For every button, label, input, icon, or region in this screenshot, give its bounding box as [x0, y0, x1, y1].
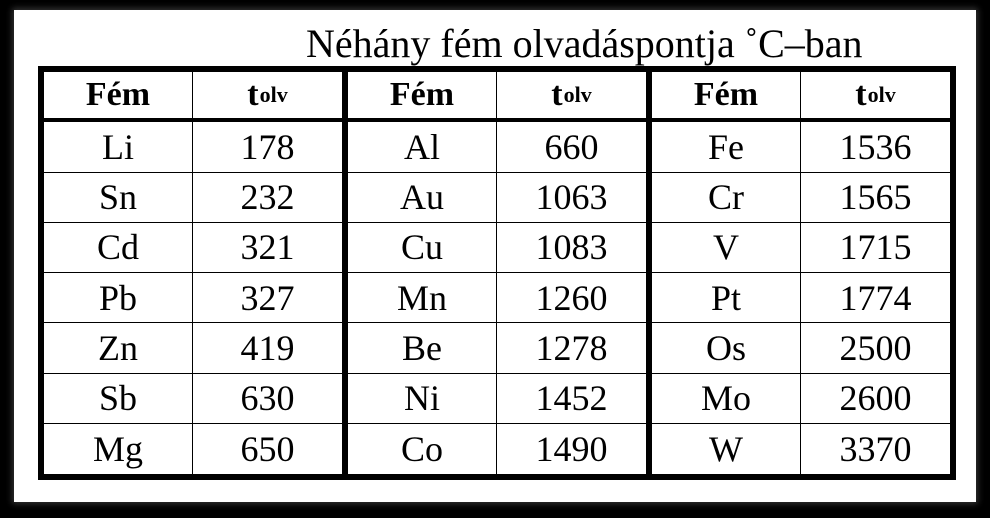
metal-cell: Sn	[44, 172, 193, 223]
metal-cell: Fe	[652, 122, 801, 173]
metal-cell: Cr	[652, 172, 801, 223]
metal-cell: Cd	[44, 222, 193, 273]
temp-cell: 232	[193, 173, 342, 223]
metal-cell: W	[652, 423, 801, 474]
header-melting-temp: t olv	[497, 72, 646, 123]
temp-cell: 2600	[801, 374, 950, 424]
table-group-2: Fém t olv Al 660 Au 1063 Cu 1083 Mn 1260 …	[342, 72, 646, 474]
temp-cell: 630	[193, 374, 342, 424]
metal-cell: Li	[44, 122, 193, 173]
metal-cell: Au	[348, 172, 497, 223]
temp-cell: 2500	[801, 323, 950, 374]
metal-cell: Mo	[652, 373, 801, 424]
document-frame: Néhány fém olvadáspontja ˚C–ban Fém t olv…	[14, 10, 976, 502]
temp-cell: 1774	[801, 273, 950, 324]
table-title: Néhány fém olvadáspontja ˚C–ban	[306, 21, 863, 66]
temp-cell: 1063	[497, 173, 646, 223]
temp-cell: 419	[193, 323, 342, 374]
temp-cell: 327	[193, 273, 342, 324]
metal-cell: Co	[348, 423, 497, 474]
metal-cell: Cu	[348, 222, 497, 273]
temp-cell: 1452	[497, 374, 646, 424]
temp-cell: 1260	[497, 273, 646, 324]
metal-cell: Os	[652, 323, 801, 374]
table-group-1: Fém t olv Li 178 Sn 232 Cd 321 Pb 327 Zn …	[44, 72, 342, 474]
temp-cell: 1715	[801, 223, 950, 273]
table-group-3: Fém t olv Fe 1536 Cr 1565 V 1715 Pt 1774 …	[646, 72, 950, 474]
temp-cell: 1536	[801, 122, 950, 173]
temp-cell: 1083	[497, 223, 646, 273]
metal-cell: Sb	[44, 373, 193, 424]
temp-cell: 660	[497, 122, 646, 173]
temp-cell: 1565	[801, 173, 950, 223]
metal-cell: Ni	[348, 373, 497, 424]
header-metal: Fém	[348, 72, 497, 123]
metal-cell: Pt	[652, 273, 801, 324]
header-melting-temp: t olv	[193, 72, 342, 123]
metal-cell: Be	[348, 323, 497, 374]
temp-cell: 321	[193, 223, 342, 273]
metal-cell: Al	[348, 122, 497, 173]
temp-cell: 1278	[497, 323, 646, 374]
melting-point-table: Fém t olv Li 178 Sn 232 Cd 321 Pb 327 Zn …	[38, 66, 956, 480]
header-metal: Fém	[44, 72, 193, 123]
header-melting-temp: t olv	[801, 72, 950, 123]
metal-cell: Pb	[44, 273, 193, 324]
temp-cell: 178	[193, 122, 342, 173]
metal-cell: Mg	[44, 423, 193, 474]
metal-cell: Zn	[44, 323, 193, 374]
temp-cell: 650	[240, 428, 295, 469]
temp-cell: 3370	[839, 428, 912, 469]
temp-cell: 1490	[535, 428, 608, 469]
metal-cell: Mn	[348, 273, 497, 324]
metal-cell: V	[652, 222, 801, 273]
header-metal: Fém	[652, 72, 801, 123]
